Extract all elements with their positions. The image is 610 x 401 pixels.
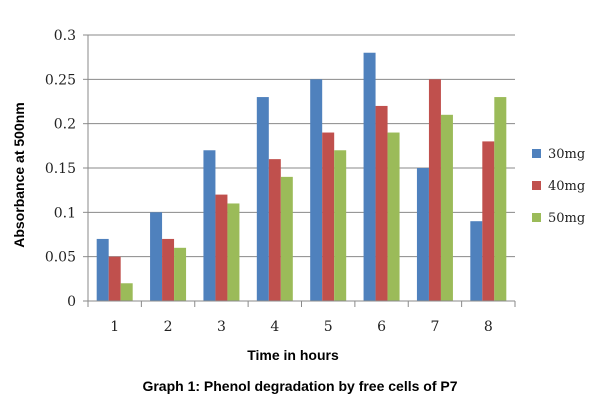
y-tick-label: 0 xyxy=(67,294,76,310)
x-tick-label: 6 xyxy=(377,319,386,335)
x-tick-label: 3 xyxy=(217,319,226,335)
bar-40mg-2 xyxy=(162,238,175,301)
x-tick-label: 2 xyxy=(164,319,173,335)
bar-40mg-7 xyxy=(428,79,441,301)
x-tick-labels: 1 2 3 4 5 6 7 8 xyxy=(110,319,493,335)
chart-caption: Graph 1: Phenol degradation by free cell… xyxy=(142,378,457,394)
legend-swatch-40mg xyxy=(532,181,541,190)
x-tick-label: 8 xyxy=(484,319,493,335)
y-tick-labels: 0 0.05 0.1 0.15 0.2 0.25 0.3 xyxy=(45,28,76,310)
bar-50mg-7 xyxy=(440,114,453,301)
bar-30mg-6 xyxy=(363,52,376,301)
bar-50mg-5 xyxy=(334,150,347,301)
legend-swatch-30mg xyxy=(532,149,541,158)
bar-40mg-4 xyxy=(268,159,281,301)
bar-50mg-1 xyxy=(120,283,133,301)
bar-50mg-4 xyxy=(280,176,293,301)
bar-40mg-3 xyxy=(215,194,228,301)
x-tick-label: 4 xyxy=(270,319,279,335)
legend: 30mg 40mg 50mg xyxy=(532,147,585,226)
bar-40mg-1 xyxy=(108,256,121,301)
bars xyxy=(96,52,507,301)
bar-30mg-1 xyxy=(96,238,109,301)
axes xyxy=(83,34,516,307)
legend-swatch-50mg xyxy=(532,213,541,222)
x-tick-label: 7 xyxy=(430,319,439,335)
bar-30mg-4 xyxy=(256,97,269,301)
bar-50mg-8 xyxy=(494,97,507,301)
bar-50mg-3 xyxy=(227,203,240,301)
x-tick-label: 5 xyxy=(324,319,333,335)
y-tick-label: 0.15 xyxy=(45,161,76,177)
bar-30mg-3 xyxy=(203,150,216,301)
bar-40mg-6 xyxy=(375,105,388,301)
y-tick-label: 0.05 xyxy=(45,250,76,266)
bar-40mg-5 xyxy=(322,132,335,301)
y-tick-label: 0.1 xyxy=(54,205,76,221)
bar-40mg-8 xyxy=(482,141,495,301)
y-tick-label: 0.2 xyxy=(54,117,76,133)
y-tick-label: 0.3 xyxy=(54,28,76,44)
legend-label-30mg: 30mg xyxy=(548,147,585,162)
y-tick-label: 0.25 xyxy=(45,72,76,88)
y-axis-title: Absorbance at 500nm xyxy=(11,102,27,248)
bar-30mg-8 xyxy=(470,221,483,301)
bar-30mg-2 xyxy=(150,212,163,301)
bar-50mg-2 xyxy=(174,247,187,301)
bar-30mg-5 xyxy=(310,79,323,301)
bar-50mg-6 xyxy=(387,132,400,301)
legend-label-50mg: 50mg xyxy=(548,211,585,226)
x-axis-title: Time in hours xyxy=(247,347,339,363)
x-tick-label: 1 xyxy=(110,319,119,335)
bar-30mg-7 xyxy=(416,168,429,301)
legend-label-40mg: 40mg xyxy=(548,179,585,194)
